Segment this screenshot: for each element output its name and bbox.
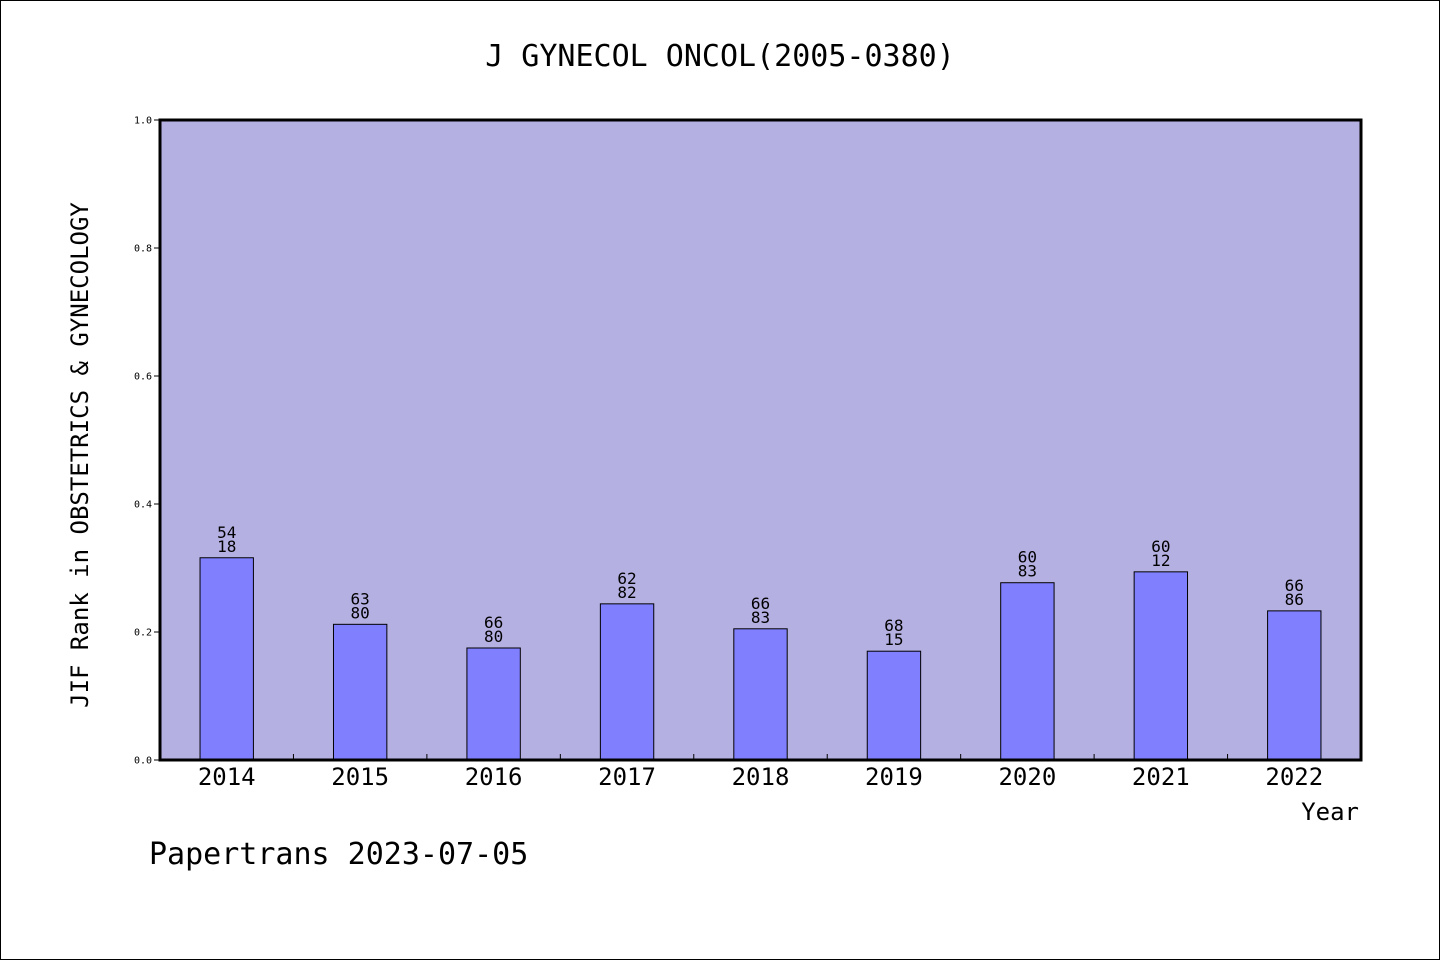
- bar-label-line1: 66: [484, 613, 503, 632]
- bar-label-line1: 54: [217, 523, 236, 542]
- bar-label-line1: 60: [1018, 548, 1037, 567]
- bar-label-line1: 60: [1151, 537, 1170, 556]
- y-tick-label: 0.4: [134, 500, 152, 511]
- x-tick-label: 2021: [1132, 763, 1190, 791]
- bar-label-line2: 83: [1018, 562, 1037, 581]
- x-tick-label: 2016: [465, 763, 523, 791]
- bar-label-line1: 62: [617, 569, 636, 588]
- bar-label-line2: 83: [751, 608, 770, 627]
- bar-label-line2: 82: [617, 583, 636, 602]
- bar: [599, 603, 655, 761]
- x-tick-label: 2022: [1265, 763, 1323, 791]
- bar-label-line2: 80: [351, 603, 370, 622]
- bar: [466, 647, 521, 761]
- x-tick-label: 2015: [331, 763, 389, 791]
- x-tick-label: 2018: [732, 763, 790, 791]
- bar-label-line2: 86: [1285, 590, 1304, 609]
- x-tick-label: 2020: [998, 763, 1056, 791]
- bar: [866, 650, 922, 761]
- bar-label-line1: 68: [884, 616, 903, 635]
- x-tick-label: 2017: [598, 763, 656, 791]
- chart-title: J GYNECOL ONCOL(2005-0380): [485, 39, 955, 74]
- bar: [332, 623, 388, 761]
- bar-label-line2: 12: [1151, 551, 1170, 570]
- y-tick-label: 0.8: [134, 244, 152, 255]
- bar: [1267, 610, 1322, 761]
- bar-label-line1: 66: [751, 594, 770, 613]
- footer-text: Papertrans 2023-07-05: [149, 837, 528, 872]
- bar-label-line1: 63: [351, 589, 370, 608]
- bar-label-line2: 15: [884, 630, 903, 649]
- bar-label-line2: 80: [484, 627, 503, 646]
- x-axis-label: Year: [1301, 798, 1359, 826]
- x-tick-label: 2019: [865, 763, 923, 791]
- bar: [1133, 571, 1189, 761]
- bar: [733, 628, 788, 761]
- x-tick-label: 2014: [198, 763, 256, 791]
- y-tick-label: 0.6: [134, 372, 152, 383]
- y-tick-label: 0.0: [134, 756, 152, 767]
- bar-label-line2: 18: [217, 537, 236, 556]
- bar-label-line1: 66: [1285, 576, 1304, 595]
- bar: [1000, 582, 1055, 761]
- y-axis-label: JIF Rank in OBSTETRICS & GYNECOLOGY: [66, 202, 94, 708]
- y-tick-label: 1.0: [134, 116, 152, 127]
- y-tick-label: 0.2: [134, 628, 152, 639]
- plot-border: [158, 118, 1363, 762]
- bar: [199, 557, 254, 761]
